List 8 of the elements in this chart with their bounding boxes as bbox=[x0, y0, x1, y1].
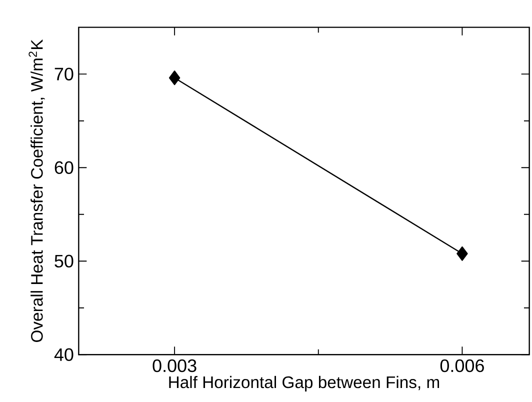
y-tick-label: 70 bbox=[54, 68, 74, 80]
y-tick-label: 50 bbox=[54, 254, 74, 268]
x-tick-label: 0.006 bbox=[440, 359, 484, 372]
y-tick-label: 60 bbox=[54, 161, 74, 174]
x-axis-title: Half Horizontal Gap between Fins, m bbox=[169, 376, 440, 392]
y-tick-label: 40 bbox=[54, 348, 74, 362]
x-tick-label: 0.003 bbox=[152, 359, 196, 372]
y-axis-title: Overall Heat Transfer Coefficient, W/m$^{2}$K bbox=[28, 39, 45, 342]
